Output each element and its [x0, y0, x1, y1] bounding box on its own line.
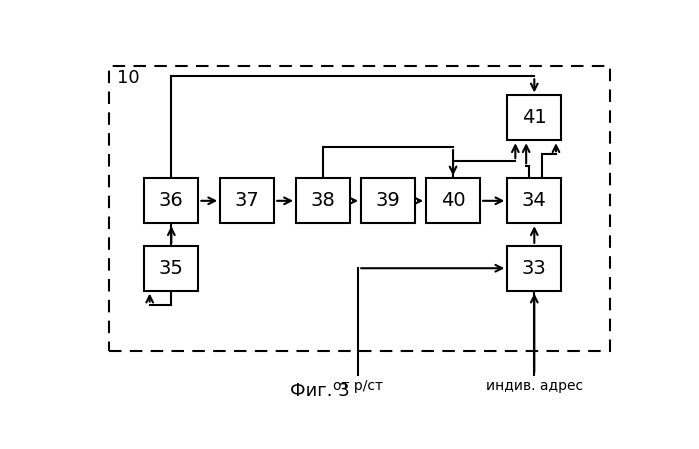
- Text: 10: 10: [117, 70, 140, 88]
- Text: индив. адрес: индив. адрес: [486, 379, 583, 393]
- Bar: [361, 178, 415, 223]
- Text: 39: 39: [375, 191, 401, 210]
- Text: 37: 37: [235, 191, 259, 210]
- Text: 34: 34: [522, 191, 547, 210]
- Text: 41: 41: [522, 108, 547, 128]
- Text: 33: 33: [522, 259, 547, 278]
- Bar: [144, 178, 199, 223]
- Bar: [507, 95, 561, 140]
- Bar: [507, 178, 561, 223]
- Text: 36: 36: [159, 191, 184, 210]
- Text: от р/ст: от р/ст: [333, 379, 383, 393]
- Bar: [220, 178, 274, 223]
- Bar: [426, 178, 480, 223]
- Bar: [144, 246, 199, 291]
- Text: 38: 38: [310, 191, 336, 210]
- Bar: [507, 246, 561, 291]
- Text: 40: 40: [441, 191, 466, 210]
- Bar: [109, 66, 610, 351]
- Text: Фиг. 3: Фиг. 3: [291, 382, 350, 400]
- Bar: [296, 178, 350, 223]
- Text: 35: 35: [159, 259, 184, 278]
